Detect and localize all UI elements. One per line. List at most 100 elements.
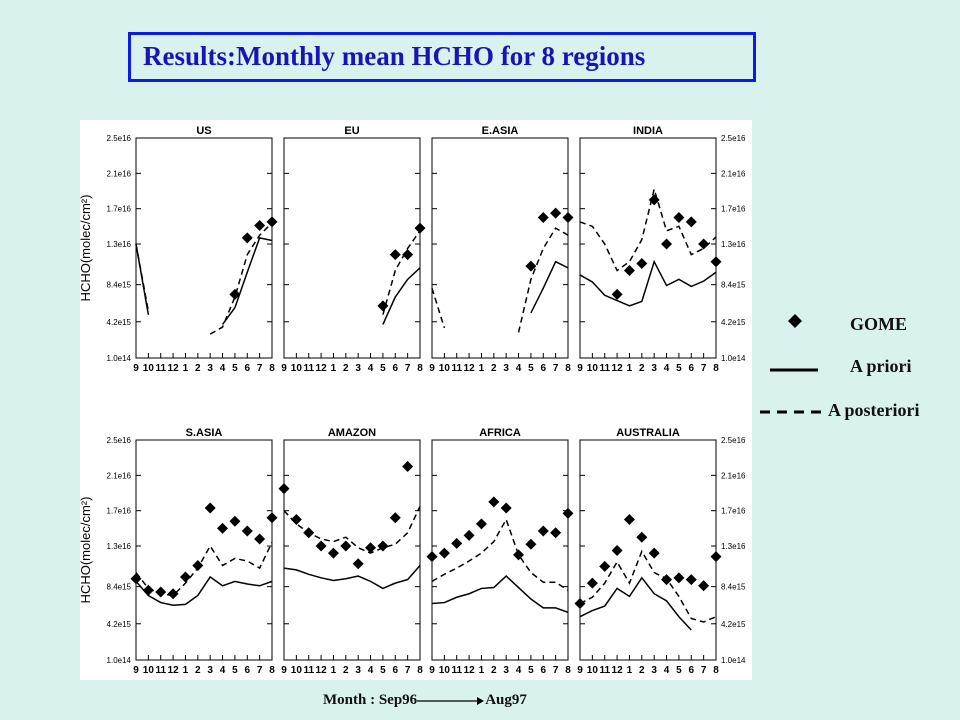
gome-point-australia bbox=[710, 551, 722, 563]
x-tick-label: 10 bbox=[439, 363, 451, 374]
gome-point-australia bbox=[586, 577, 598, 589]
x-tick-label: 8 bbox=[269, 363, 275, 374]
x-tick-label: 7 bbox=[701, 363, 707, 374]
gome-point-eu bbox=[389, 249, 401, 261]
x-tick-label: 4 bbox=[368, 363, 374, 374]
gome-point-eu bbox=[402, 249, 414, 261]
x-tick-label: 12 bbox=[464, 363, 476, 374]
footer-start-label: Month : Sep96 bbox=[323, 692, 418, 708]
legend-gome-label: GOME bbox=[850, 314, 907, 334]
x-tick-label: 1 bbox=[479, 665, 485, 676]
y-tick-label: 1.0e14 bbox=[721, 354, 746, 363]
x-tick-label: 12 bbox=[168, 665, 180, 676]
gome-point-sasia bbox=[254, 533, 266, 545]
x-tick-label: 11 bbox=[451, 363, 462, 374]
aposteriori-line-us bbox=[209, 222, 273, 335]
gome-point-sasia bbox=[229, 515, 241, 527]
apriori-line-australia bbox=[579, 576, 692, 631]
gome-point-amazon bbox=[352, 558, 364, 570]
y-tick-label: 2.1e16 bbox=[721, 169, 746, 178]
panel-frame-eu bbox=[283, 137, 421, 359]
x-tick-label: 12 bbox=[612, 363, 624, 374]
aposteriori-line-india bbox=[579, 186, 717, 272]
x-tick-label: 3 bbox=[503, 665, 509, 676]
gome-point-africa bbox=[451, 537, 463, 549]
gome-point-australia bbox=[648, 547, 660, 559]
gome-point-africa bbox=[525, 538, 537, 550]
x-tick-label: 6 bbox=[244, 665, 250, 676]
gome-point-amazon bbox=[315, 540, 327, 552]
y-tick-label: 8.4e15 bbox=[107, 583, 132, 592]
gome-point-africa bbox=[463, 529, 475, 541]
gome-point-africa bbox=[562, 507, 574, 519]
gome-point-india bbox=[648, 194, 660, 206]
arrow-icon bbox=[417, 696, 485, 705]
gome-point-africa bbox=[550, 527, 562, 539]
x-tick-label: 10 bbox=[291, 363, 303, 374]
gome-point-india bbox=[661, 238, 673, 250]
apriori-line-sasia bbox=[135, 575, 273, 606]
panel-title-australia: AUSTRALIA bbox=[616, 427, 680, 439]
x-tick-label: 2 bbox=[491, 665, 497, 676]
x-tick-label: 9 bbox=[281, 665, 287, 676]
panel-frame-easia bbox=[431, 137, 569, 359]
y-tick-label: 2.1e16 bbox=[721, 471, 746, 480]
x-tick-label: 12 bbox=[168, 363, 180, 374]
y-tick-label: 2.1e16 bbox=[107, 471, 132, 480]
x-tick-label: 4 bbox=[516, 665, 522, 676]
footer-end-label: Aug97 bbox=[485, 692, 527, 708]
y-tick-label: 1.3e16 bbox=[107, 240, 132, 249]
gome-point-easia bbox=[562, 212, 574, 224]
x-tick-label: 5 bbox=[676, 665, 682, 676]
gome-point-africa bbox=[513, 549, 525, 561]
gome-point-amazon bbox=[303, 527, 315, 539]
gome-point-amazon bbox=[389, 512, 401, 524]
y-tick-label: 2.5e16 bbox=[721, 134, 746, 143]
aposteriori-line-easia bbox=[517, 227, 569, 333]
x-tick-label: 4 bbox=[220, 665, 226, 676]
x-tick-label: 4 bbox=[220, 363, 226, 374]
panel-frame-sasia bbox=[135, 439, 273, 661]
x-tick-label: 1 bbox=[627, 665, 633, 676]
gome-point-eu bbox=[414, 222, 426, 234]
x-tick-label: 8 bbox=[269, 665, 275, 676]
gome-point-us bbox=[241, 232, 253, 244]
x-tick-label: 6 bbox=[688, 665, 694, 676]
x-tick-label: 6 bbox=[244, 363, 250, 374]
gome-point-amazon bbox=[365, 542, 377, 554]
gome-point-sasia bbox=[241, 525, 253, 537]
legend-apriori-label: A priori bbox=[850, 356, 912, 376]
x-tick-label: 11 bbox=[599, 363, 610, 374]
x-tick-label: 2 bbox=[343, 363, 349, 374]
x-tick-label: 10 bbox=[587, 665, 599, 676]
x-tick-label: 10 bbox=[439, 665, 451, 676]
panel-frame-us bbox=[135, 137, 273, 359]
x-tick-label: 5 bbox=[232, 363, 238, 374]
x-tick-label: 3 bbox=[207, 363, 213, 374]
x-tick-label: 6 bbox=[540, 363, 546, 374]
x-tick-label: 1 bbox=[183, 665, 189, 676]
y-tick-label: 8.4e15 bbox=[107, 281, 132, 290]
y-tick-label: 1.3e16 bbox=[721, 240, 746, 249]
panel-frame-amazon bbox=[283, 439, 421, 661]
x-tick-label: 7 bbox=[405, 363, 411, 374]
x-tick-label: 9 bbox=[577, 363, 583, 374]
gome-point-sasia bbox=[192, 559, 204, 571]
apriori-line-us bbox=[221, 236, 273, 325]
x-tick-label: 7 bbox=[553, 665, 559, 676]
chart-svg: US 1.0e14 4.2e15 8.4e15 1.3e16 1.7e16 2.1e16 2.… bbox=[80, 125, 746, 676]
gome-point-australia bbox=[574, 597, 586, 609]
x-tick-label: 5 bbox=[232, 665, 238, 676]
x-tick-label: 9 bbox=[133, 665, 139, 676]
y-tick-label: 2.5e16 bbox=[107, 436, 132, 445]
x-tick-label: 7 bbox=[553, 363, 559, 374]
gome-point-africa bbox=[488, 496, 500, 508]
gome-point-africa bbox=[537, 525, 549, 537]
x-tick-label: 1 bbox=[183, 363, 189, 374]
x-tick-label: 5 bbox=[676, 363, 682, 374]
x-tick-label: 10 bbox=[143, 363, 155, 374]
x-tick-label: 9 bbox=[577, 665, 583, 676]
x-tick-label: 1 bbox=[331, 665, 337, 676]
gome-point-sasia bbox=[142, 584, 154, 596]
panel-frame-africa bbox=[431, 439, 569, 661]
